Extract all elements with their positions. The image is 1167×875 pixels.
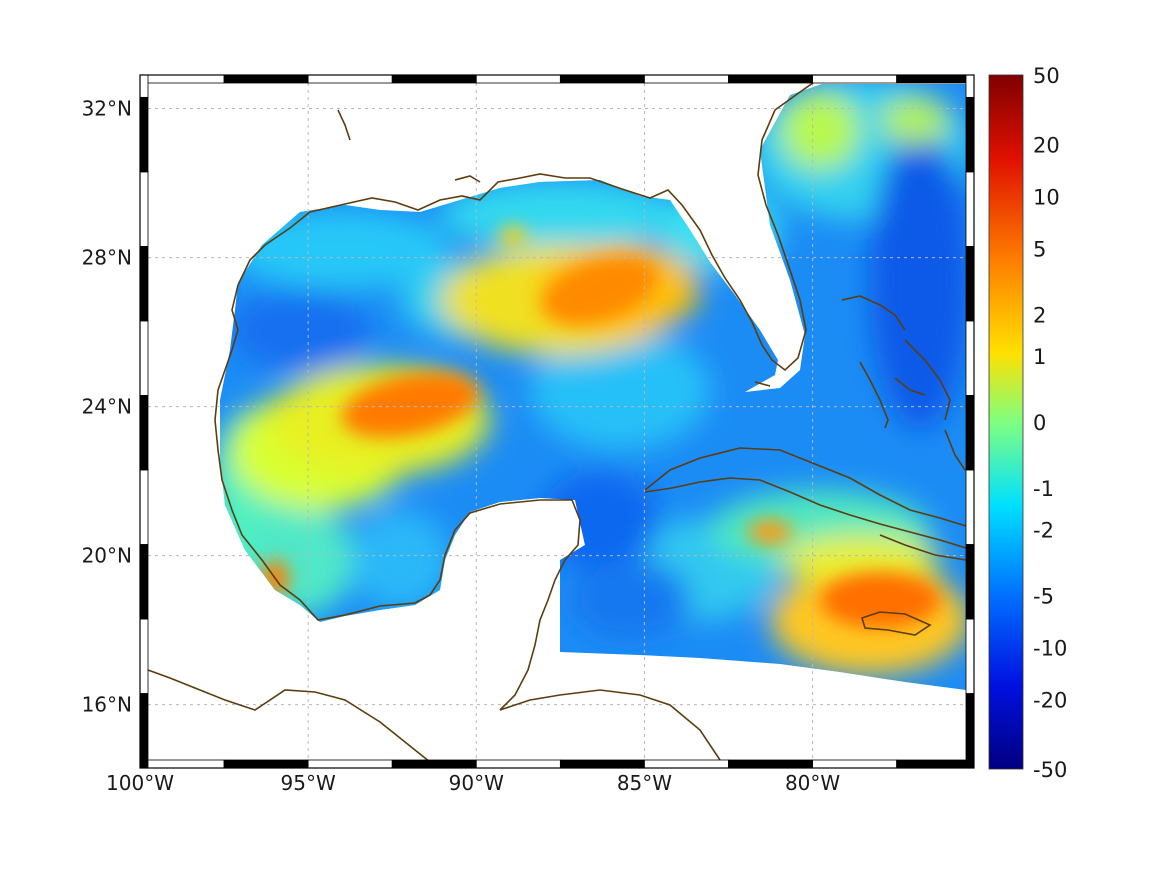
frame-segment	[644, 759, 729, 769]
frame-segment	[965, 618, 975, 694]
latitude-tick-label: 32°N	[82, 97, 132, 121]
frame-segment	[812, 759, 898, 769]
frame-segment	[139, 96, 149, 173]
frame-segment	[139, 74, 225, 84]
latitude-tick-label: 24°N	[82, 395, 132, 419]
frame-segment	[965, 74, 975, 98]
colorbar-tick-label: 50	[1033, 64, 1060, 88]
frame-segment	[896, 759, 975, 769]
frame-segment	[896, 74, 975, 84]
colorbar-tick-label: 20	[1033, 133, 1060, 157]
longitude-labels: 100°W 95°W 90°W 85°W 80°W	[106, 771, 840, 795]
graticule-grid	[148, 83, 966, 760]
frame-segment	[223, 759, 309, 769]
frame-segment	[391, 74, 477, 84]
colorbar-tick-label: -1	[1033, 477, 1054, 501]
frame-segment	[139, 544, 149, 620]
colorbar-tick-label: -10	[1033, 637, 1067, 661]
frame-segment	[139, 245, 149, 322]
frame-segment	[139, 171, 149, 247]
latitude-tick-label: 20°N	[82, 544, 132, 568]
frame-segment	[223, 74, 309, 84]
frame-segment	[139, 395, 149, 471]
longitude-tick-label: 100°W	[106, 771, 174, 795]
colorbar-tick-label: -20	[1033, 689, 1067, 713]
colorbar-gradient	[988, 74, 1024, 770]
frame-segment	[644, 74, 729, 84]
latitude-tick-label: 16°N	[82, 693, 132, 717]
frame-segment	[391, 759, 477, 769]
frame-segment	[965, 245, 975, 322]
colorbar-tick-label: 5	[1033, 238, 1046, 262]
colorbar-tick-label: 0	[1033, 411, 1046, 435]
colorbar-tick-label: -2	[1033, 519, 1054, 543]
map-frame	[139, 74, 975, 769]
frame-segment	[139, 693, 149, 769]
frame-segment	[965, 469, 975, 545]
latitude-labels: 16°N 20°N 24°N 28°N 32°N	[82, 97, 132, 717]
frame-segment	[139, 320, 149, 396]
frame-segment	[475, 759, 561, 769]
frame-segment	[559, 74, 645, 84]
colorbar-tick-label: -50	[1033, 758, 1067, 782]
frame-segment	[812, 74, 898, 84]
colorbar-tick-label: -5	[1033, 585, 1054, 609]
longitude-tick-label: 90°W	[449, 771, 504, 795]
longitude-tick-label: 85°W	[617, 771, 672, 795]
frame-segment	[307, 759, 393, 769]
frame-segment	[139, 759, 225, 769]
frame-segment	[965, 395, 975, 471]
frame-segment	[728, 759, 813, 769]
colorbar-tick-label: 2	[1033, 303, 1046, 327]
data-field	[220, 84, 966, 690]
frame-segment	[965, 171, 975, 247]
frame-segment	[965, 693, 975, 769]
frame-segment	[965, 96, 975, 173]
colorbar-tick-label: 10	[1033, 185, 1060, 209]
frame-segment	[139, 469, 149, 545]
frame-segment	[307, 74, 393, 84]
frame-segment	[475, 74, 561, 84]
frame-segment	[559, 759, 645, 769]
frame-segment	[965, 544, 975, 620]
frame-outline	[139, 74, 975, 769]
frame-segment	[965, 320, 975, 396]
longitude-tick-label: 80°W	[785, 771, 840, 795]
colorbar-tick-label: 1	[1033, 345, 1046, 369]
frame-segment	[139, 618, 149, 694]
longitude-tick-label: 95°W	[281, 771, 336, 795]
coastline	[148, 82, 966, 760]
latitude-tick-label: 28°N	[82, 246, 132, 270]
frame-segment	[728, 74, 813, 84]
frame-segment	[139, 74, 149, 98]
